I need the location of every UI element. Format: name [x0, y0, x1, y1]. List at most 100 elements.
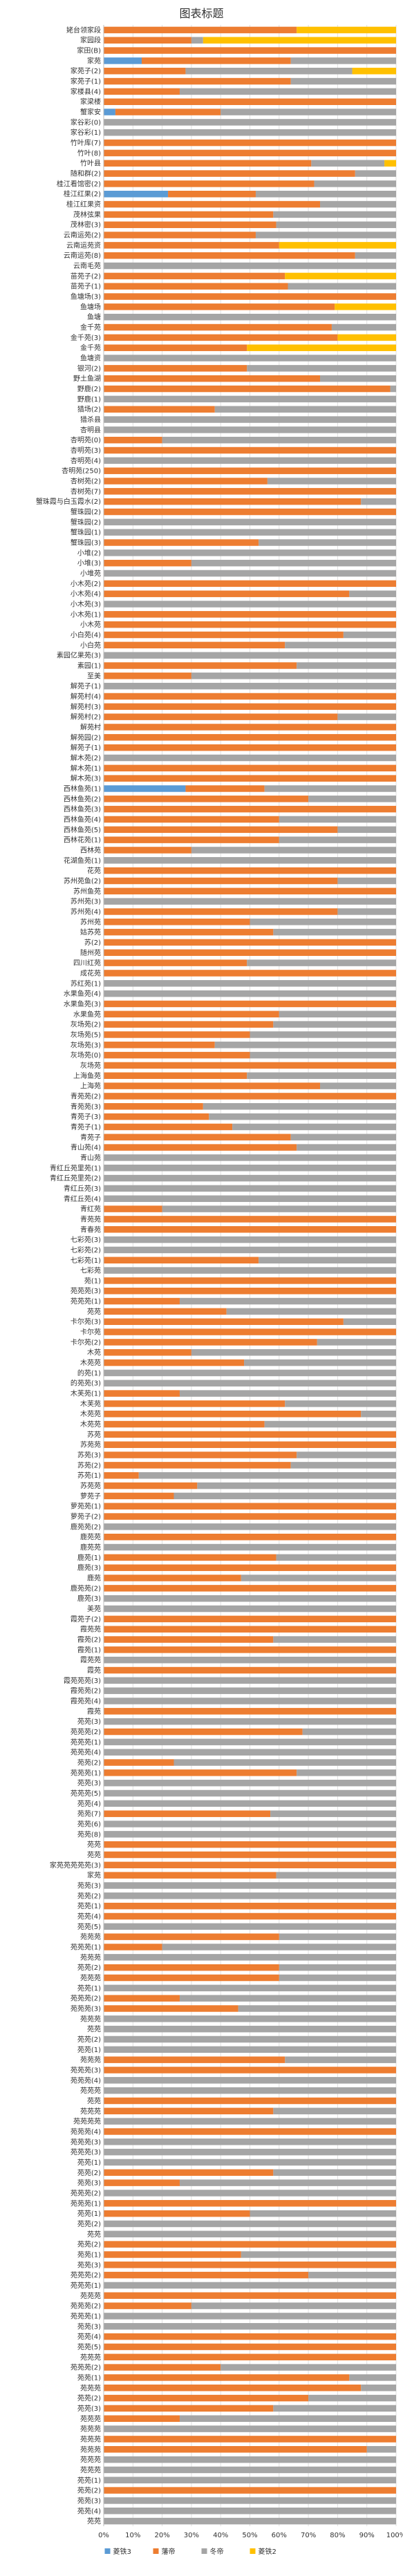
bar-segment — [104, 1359, 245, 1366]
category-label: 的苑(1) — [77, 1369, 101, 1378]
category-label: 解木苑(2) — [71, 753, 101, 762]
bar-segment — [104, 457, 396, 464]
category-label: 苏苑(3) — [77, 1451, 101, 1460]
category-label: 银河(2) — [77, 364, 101, 373]
bar-segment — [104, 1042, 215, 1049]
bar-segment — [104, 1380, 396, 1386]
category-label: 卡尔苑(3) — [71, 1317, 101, 1326]
bar-segment — [104, 2118, 396, 2125]
bar-segment — [276, 221, 396, 228]
bar-segment — [104, 334, 338, 341]
bar-segment — [104, 252, 355, 259]
category-label: 苑苑苑 — [80, 2291, 101, 2300]
category-label: 苑苑(2) — [77, 2219, 101, 2228]
category-label: 家园段 — [80, 36, 101, 45]
category-label: 姑苏苑 — [80, 928, 101, 937]
bar-segment — [104, 416, 396, 423]
category-label: 金千苑 — [80, 323, 101, 332]
category-label: 家苑 — [87, 56, 101, 65]
bar-segment — [104, 959, 247, 966]
category-label: 霞苑子(2) — [71, 1615, 101, 1624]
category-label: 苑苑苑 — [80, 2414, 101, 2423]
bar-segment — [279, 1010, 396, 1018]
bar-segment — [104, 1062, 396, 1069]
category-label: 苏苑苑 — [80, 1440, 101, 1449]
category-label: 苏(2) — [84, 938, 101, 947]
bar-segment — [104, 529, 396, 536]
category-label: 苑苑苑 — [80, 2455, 101, 2464]
bar-segment — [337, 877, 396, 885]
bar-segment — [104, 1134, 291, 1141]
bar-segment — [104, 1954, 396, 1961]
bar-segment — [104, 2200, 396, 2207]
bar-segment — [104, 1390, 180, 1397]
category-label: 木苑苑 — [80, 1420, 101, 1429]
category-label: 木苑苑 — [80, 1358, 101, 1367]
category-label: 苑苑(3) — [77, 1778, 101, 1787]
bar-segment — [104, 1400, 285, 1407]
category-label: 青红苑 — [80, 1205, 101, 1214]
bar-segment — [104, 1749, 396, 1756]
category-label: 小堆苑 — [80, 569, 101, 578]
category-label: 解苑村 — [80, 722, 101, 731]
category-label: 霞苑 — [87, 1666, 101, 1675]
category-label: 苑苑苑(3) — [71, 2147, 101, 2156]
bar-segment — [203, 37, 396, 44]
category-label: 水果鱼苑(3) — [64, 999, 101, 1008]
bar-segment — [104, 1789, 396, 1797]
bar-segment — [337, 334, 396, 341]
bar-segment — [104, 2508, 396, 2514]
category-label: 苑苑(2) — [77, 1758, 101, 1767]
bar-segment — [104, 1226, 396, 1233]
bar-segment — [104, 1574, 241, 1581]
category-label: 杏明苑(0) — [71, 435, 101, 444]
category-label: 西林花苑(1) — [64, 836, 101, 845]
category-label: 青春苑 — [80, 1225, 101, 1234]
x-tick-label: 30% — [184, 2532, 199, 2539]
bar-segment — [104, 1800, 396, 1807]
category-label: 霞苑苑 — [80, 1625, 101, 1634]
bar-segment — [247, 959, 396, 966]
category-label: 苑苑(7) — [77, 1809, 101, 1818]
x-tick-label: 100% — [386, 2532, 403, 2539]
category-label: 鱼塘 — [87, 312, 101, 321]
x-tick-label: 70% — [301, 2532, 316, 2539]
category-label: 水果鱼苑(4) — [64, 989, 101, 998]
bar-segment — [104, 37, 191, 44]
category-label: 苗苑子(1) — [71, 282, 101, 291]
bar-segment — [104, 1595, 396, 1602]
category-label: 苑苑苑苑 — [73, 2117, 101, 2126]
bar-segment — [250, 2210, 396, 2217]
category-label: 苑苑(1) — [77, 1901, 101, 1910]
bar-segment — [104, 98, 396, 105]
bar-segment — [104, 2220, 396, 2228]
bar-segment — [104, 1892, 396, 1899]
category-label: 苑苑苑(3) — [71, 1286, 101, 1295]
category-label: 木苑苑 — [80, 1409, 101, 1418]
bar-segment — [104, 1431, 396, 1438]
category-label: 苑苑苑(2) — [71, 2188, 101, 2197]
category-label: 家苑子(2) — [71, 66, 101, 75]
bar-segment — [290, 57, 396, 64]
category-label: 苑苑苑(4) — [71, 2076, 101, 2085]
category-label: 苑苑苑(5) — [71, 1789, 101, 1798]
bar-segment — [104, 1543, 396, 1551]
bar-segment — [104, 796, 309, 802]
bar-segment — [104, 682, 396, 690]
category-label: 苑苑苑(1) — [71, 1768, 101, 1777]
category-label: 苑苑(4) — [77, 1799, 101, 1808]
bar-segment — [185, 785, 265, 792]
category-label: 苑苑苑 — [80, 1933, 101, 1942]
bar-segment — [244, 1359, 396, 1366]
category-label: 苑苑(1) — [77, 2209, 101, 2218]
category-label: 灰场苑(3) — [71, 1040, 101, 1049]
bar-segment — [104, 1995, 180, 2002]
category-label: 家田(B) — [77, 46, 101, 55]
category-label: 解苑村(4) — [71, 692, 101, 701]
bar-segment — [104, 47, 396, 54]
category-label: 蟹珠园(3) — [71, 538, 101, 547]
category-label: 苑苑(3) — [77, 1717, 101, 1726]
category-label: 苑苑(3) — [77, 2322, 101, 2331]
category-label: 苏红苑(1) — [71, 979, 101, 988]
category-label: 苑苑苑 — [80, 2014, 101, 2023]
